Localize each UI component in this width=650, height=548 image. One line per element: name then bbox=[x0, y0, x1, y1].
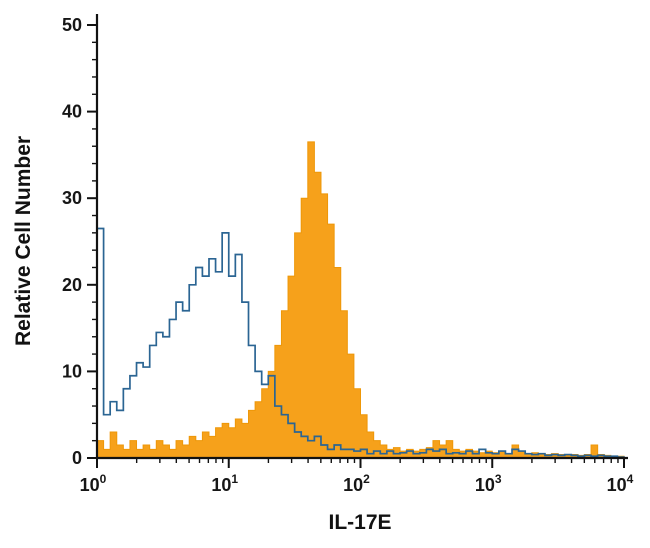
y-tick-label: 50 bbox=[62, 15, 82, 35]
series-layer bbox=[96, 141, 625, 459]
y-tick-label: 0 bbox=[72, 448, 82, 468]
x-axis-label: IL-17E bbox=[328, 511, 391, 534]
y-tick-label: 40 bbox=[62, 102, 82, 122]
x-tick-label: 101 bbox=[211, 472, 238, 495]
filled-histogram-series bbox=[96, 141, 625, 459]
x-tick-label: 104 bbox=[607, 472, 634, 495]
plot-layers: 0 10 20 30 40 50 100 101 102 103 104 bbox=[62, 14, 634, 495]
y-axis-label: Relative Cell Number bbox=[12, 136, 35, 346]
x-tick-label: 100 bbox=[80, 472, 107, 495]
x-tick-label: 103 bbox=[475, 472, 502, 495]
open-histogram-series bbox=[96, 227, 625, 458]
axes-spines bbox=[95, 14, 628, 460]
x-axis-ticks: 100 101 102 103 104 bbox=[80, 458, 634, 495]
y-axis-ticks: 0 10 20 30 40 50 bbox=[62, 15, 97, 468]
y-tick-label: 20 bbox=[62, 275, 82, 295]
y-tick-label: 10 bbox=[62, 361, 82, 381]
x-tick-label: 102 bbox=[343, 472, 370, 495]
y-tick-label: 30 bbox=[62, 188, 82, 208]
